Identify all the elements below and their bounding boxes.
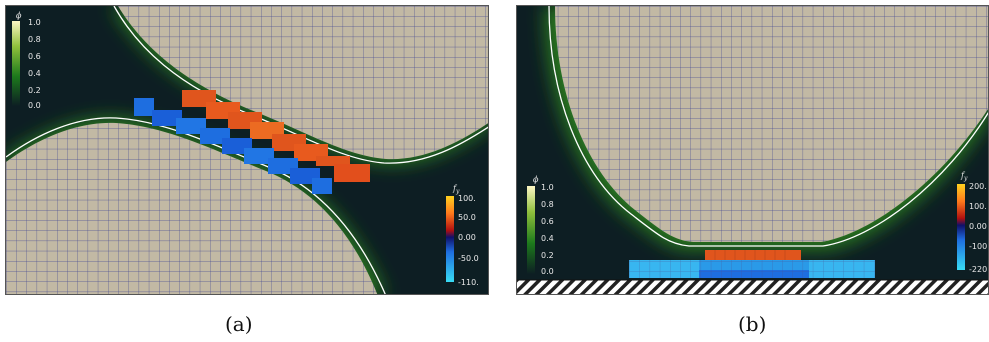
- force-tick: 0.00: [458, 233, 476, 242]
- panel-b-phi-colorbar: ϕ 1.0 0.8 0.6 0.4 0.2 0.0: [527, 175, 554, 276]
- phi-tick: 0.4: [28, 69, 41, 78]
- panel-a-upper-interface: [113, 6, 488, 164]
- phi-colorbar-title: ϕ: [16, 11, 22, 20]
- force-tick: 100.: [969, 202, 987, 211]
- panel-b-droplet-interface: [548, 6, 988, 247]
- panel-b-positive-force-cell-grid: [714, 250, 786, 260]
- phi-tick: 0.6: [541, 217, 554, 226]
- panel-b-solid-wall: [517, 280, 988, 294]
- caption-b: (b): [738, 312, 767, 336]
- phi-tick: 0.0: [541, 267, 554, 276]
- panel-a: ϕ 1.0 0.8 0.6 0.4 0.2 0.0 fy 100. 50.0 0…: [5, 5, 489, 295]
- phi-tick: 1.0: [28, 18, 41, 27]
- force-tick: 200.: [969, 182, 987, 191]
- panel-a-negative-force-cells: [134, 98, 332, 194]
- panel-b: ϕ 1.0 0.8 0.6 0.4 0.2 0.0 fy 200. 100. 0…: [516, 5, 989, 295]
- phi-colorbar-title: ϕ: [533, 175, 539, 184]
- panel-b-simulation: ϕ 1.0 0.8 0.6 0.4 0.2 0.0 fy 200. 100. 0…: [517, 6, 988, 294]
- phi-tick: 0.8: [28, 35, 41, 44]
- phi-tick: 0.6: [28, 52, 41, 61]
- phi-tick: 0.2: [541, 251, 554, 260]
- force-tick: 100.: [458, 194, 476, 203]
- panel-b-force-colorbar: fy 200. 100. 0.00 -100 -220: [957, 171, 987, 274]
- force-tick: -110.: [458, 278, 479, 287]
- force-tick: -220: [969, 265, 987, 274]
- force-tick: 0.00: [969, 222, 987, 231]
- panel-a-phi-colorbar: ϕ 1.0 0.8 0.6 0.4 0.2 0.0: [12, 11, 41, 110]
- force-tick: -50.0: [458, 254, 479, 263]
- panel-a-force-colorbar: fy 100. 50.0 0.00 -50.0 -110.: [446, 184, 479, 287]
- panel-a-simulation: ϕ 1.0 0.8 0.6 0.4 0.2 0.0 fy 100. 50.0 0…: [6, 6, 488, 294]
- phi-tick: 0.8: [541, 200, 554, 209]
- panel-b-positive-force-cells: [705, 250, 801, 260]
- force-colorbar-title: fy: [960, 171, 968, 182]
- phi-tick: 1.0: [541, 183, 554, 192]
- phi-tick: 0.2: [28, 86, 41, 95]
- force-tick: -100: [969, 242, 987, 251]
- force-tick: 50.0: [458, 213, 476, 222]
- panel-a-positive-force-cells: [182, 90, 370, 182]
- force-colorbar-title: fy: [452, 184, 460, 195]
- caption-a: (a): [225, 312, 253, 336]
- phi-tick: 0.0: [28, 101, 41, 110]
- phi-tick: 0.4: [541, 234, 554, 243]
